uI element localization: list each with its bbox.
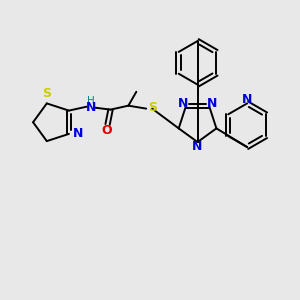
- Text: N: N: [178, 97, 188, 110]
- Text: N: N: [192, 140, 203, 152]
- Text: N: N: [242, 93, 252, 106]
- Text: O: O: [101, 124, 112, 137]
- Text: N: N: [207, 97, 217, 110]
- Text: H: H: [87, 96, 94, 106]
- Text: S: S: [42, 87, 51, 101]
- Text: N: N: [85, 101, 96, 114]
- Text: S: S: [148, 101, 157, 114]
- Text: N: N: [73, 128, 83, 140]
